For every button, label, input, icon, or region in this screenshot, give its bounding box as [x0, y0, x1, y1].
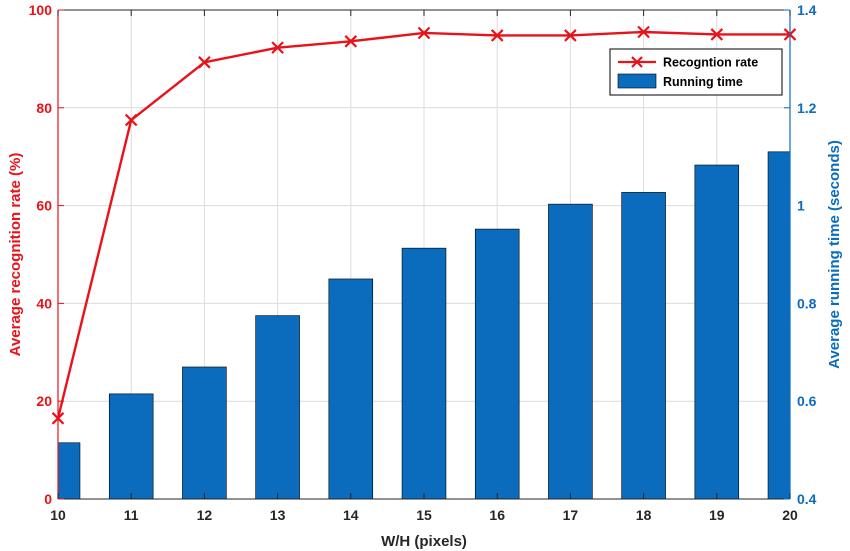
- y-left-tick-label: 80: [36, 100, 52, 116]
- y-axis-left-label: Average recognition rate (%): [7, 153, 24, 357]
- y-left-tick-label: 40: [36, 295, 52, 311]
- line-point-marker: [490, 29, 504, 42]
- line-point-marker: [710, 28, 724, 41]
- line-point-marker: [417, 26, 431, 40]
- bar: [694, 164, 740, 499]
- x-tick-label: 16: [489, 507, 505, 523]
- y-right-tick-label: 0.4: [797, 491, 817, 507]
- axes: [57, 9, 791, 500]
- bar: [401, 247, 447, 499]
- bar: [328, 278, 374, 499]
- line-point-marker: [344, 35, 358, 48]
- x-tick-label: 19: [709, 507, 725, 523]
- bar: [58, 442, 81, 499]
- y-axis-right-label: Average running time (seconds): [826, 140, 843, 369]
- line-point-marker: [124, 113, 138, 127]
- x-tick-label: 11: [124, 507, 139, 523]
- x-axis-label: W/H (pixels): [381, 533, 467, 550]
- bar-series: [58, 151, 790, 499]
- legend: Recogntion rate Running time: [609, 48, 783, 96]
- y-left-tick-label: 100: [29, 2, 53, 18]
- y-right-tick-label: 1.4: [797, 2, 817, 18]
- x-tick-label: 15: [416, 507, 432, 523]
- bar: [108, 393, 154, 499]
- y-left-tick-label: 60: [36, 198, 52, 214]
- bar: [621, 192, 666, 499]
- bar: [255, 315, 300, 499]
- line-point-marker: [198, 56, 211, 69]
- bar: [182, 366, 227, 499]
- x-tick-label: 10: [50, 507, 66, 523]
- y-right-tick-label: 0.6: [797, 393, 817, 409]
- legend-entry-recognition-rate: Recogntion rate: [663, 56, 758, 70]
- line-point-marker: [564, 29, 577, 42]
- legend-entry-running-time: Running time: [663, 75, 743, 89]
- legend-x-marker: [631, 56, 643, 68]
- tick-labels: 10 11 12 13 14 15 16 17 18 19 20 0 20 40 60 80 100 0.4 0.6…: [29, 2, 817, 523]
- x-tick-label: 13: [270, 507, 286, 523]
- y-left-tick-label: 20: [36, 393, 52, 409]
- x-tick-label: 17: [563, 507, 579, 523]
- bar: [548, 203, 593, 499]
- legend-bar-swatch: [617, 73, 657, 89]
- y-right-tick-label: 0.8: [797, 295, 817, 311]
- y-right-tick-label: 1.2: [797, 100, 817, 116]
- y-right-tick-label: 1: [797, 198, 805, 214]
- x-tick-label: 14: [343, 507, 359, 523]
- line-point-marker: [637, 25, 650, 39]
- bar: [474, 228, 520, 499]
- x-tick-label: 20: [782, 507, 798, 523]
- x-tick-label: 18: [636, 507, 652, 523]
- line-point-marker: [271, 41, 284, 54]
- x-tick-label: 12: [197, 507, 213, 523]
- y-left-tick-label: 0: [44, 491, 52, 507]
